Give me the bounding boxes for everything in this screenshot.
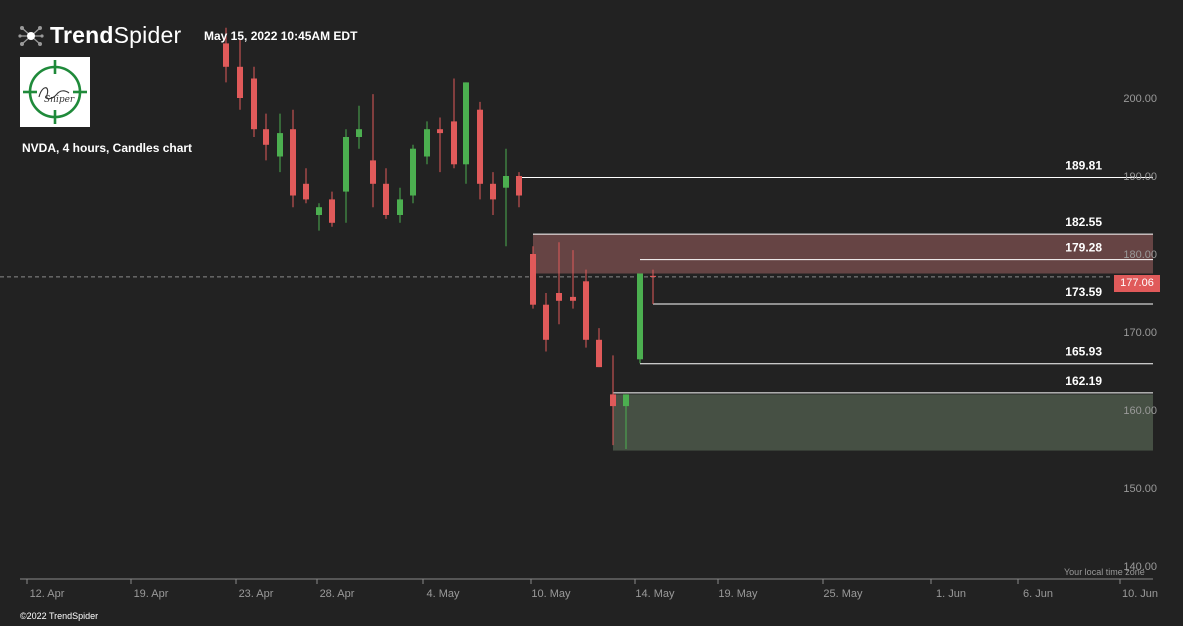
x-tick-label: 6. Jun bbox=[1023, 588, 1053, 600]
candle-body[interactable] bbox=[637, 273, 643, 360]
candle-body[interactable] bbox=[570, 296, 576, 301]
candle-body[interactable] bbox=[223, 43, 229, 67]
candle-body[interactable] bbox=[251, 78, 257, 130]
candle-body[interactable] bbox=[237, 66, 243, 98]
resistance-zone bbox=[533, 234, 1153, 274]
support-zone bbox=[613, 394, 1153, 451]
candle-body[interactable] bbox=[623, 394, 629, 407]
candle-body[interactable] bbox=[290, 129, 296, 196]
trendspider-logo-icon bbox=[18, 25, 44, 46]
candle-body[interactable] bbox=[370, 160, 376, 184]
x-tick-label: 4. May bbox=[426, 588, 460, 600]
chart-title: NVDA, 4 hours, Candles chart bbox=[22, 141, 193, 155]
brand-header: TrendSpider bbox=[18, 22, 181, 49]
level-label: 182.55 bbox=[1065, 215, 1102, 229]
level-label: 173.59 bbox=[1065, 285, 1102, 299]
x-tick-label: 1. Jun bbox=[936, 588, 966, 600]
chart-timestamp: May 15, 2022 10:45AM EDT bbox=[204, 29, 358, 43]
candle-body[interactable] bbox=[610, 394, 616, 407]
candle-body[interactable] bbox=[277, 133, 283, 157]
candle-body[interactable] bbox=[397, 199, 403, 215]
candle-body[interactable] bbox=[329, 199, 335, 223]
candle-body[interactable] bbox=[503, 176, 509, 188]
x-tick-label: 19. May bbox=[718, 588, 758, 600]
candle-body[interactable] bbox=[343, 137, 349, 192]
x-tick-label: 10. Jun bbox=[1122, 588, 1158, 600]
sniper-logo: Sniper bbox=[20, 57, 90, 127]
y-tick-label: 160.00 bbox=[1123, 405, 1157, 417]
candle-body[interactable] bbox=[410, 148, 416, 196]
candle-body[interactable] bbox=[463, 82, 469, 165]
level-label: 165.93 bbox=[1065, 345, 1102, 359]
level-label: 162.19 bbox=[1065, 374, 1102, 388]
x-tick-label: 28. Apr bbox=[320, 588, 355, 600]
y-tick-label: 180.00 bbox=[1123, 249, 1157, 261]
logo-signature: Sniper bbox=[44, 95, 75, 105]
candle-body[interactable] bbox=[556, 293, 562, 301]
candle-body[interactable] bbox=[316, 207, 322, 215]
x-tick-label: 12. Apr bbox=[30, 588, 65, 600]
y-tick-label: 190.00 bbox=[1123, 171, 1157, 183]
candle-body[interactable] bbox=[516, 176, 522, 196]
x-tick-label: 10. May bbox=[531, 588, 571, 600]
timezone-label: Your local time zone bbox=[1064, 567, 1145, 577]
copyright-text: ©2022 TrendSpider bbox=[20, 611, 99, 621]
candle-body[interactable] bbox=[650, 275, 656, 277]
candle-body[interactable] bbox=[477, 109, 483, 184]
brand-name-light: Spider bbox=[113, 22, 182, 48]
x-tick-label: 14. May bbox=[635, 588, 675, 600]
candle-body[interactable] bbox=[530, 254, 536, 305]
y-tick-label: 140.00 bbox=[1123, 561, 1157, 573]
level-label: 179.28 bbox=[1065, 241, 1102, 255]
candle-body[interactable] bbox=[383, 183, 389, 215]
candle-body[interactable] bbox=[303, 183, 309, 200]
crosshair-target-icon: Sniper bbox=[23, 60, 87, 124]
y-tick-label: 150.00 bbox=[1123, 483, 1157, 495]
brand-name: TrendSpider bbox=[50, 22, 181, 49]
candle-body[interactable] bbox=[583, 281, 589, 340]
candle-body[interactable] bbox=[490, 183, 496, 200]
brand-name-bold: Trend bbox=[50, 22, 114, 48]
candle-body[interactable] bbox=[596, 339, 602, 368]
candle-body[interactable] bbox=[356, 129, 362, 137]
x-tick-label: 25. May bbox=[823, 588, 863, 600]
candle-body[interactable] bbox=[424, 129, 430, 157]
candle-body[interactable] bbox=[451, 121, 457, 165]
candle-body[interactable] bbox=[263, 129, 269, 145]
y-tick-label: 170.00 bbox=[1123, 327, 1157, 339]
y-tick-label: 200.00 bbox=[1123, 93, 1157, 105]
candle-body[interactable] bbox=[543, 304, 549, 340]
x-tick-label: 19. Apr bbox=[134, 588, 169, 600]
level-label: 189.81 bbox=[1065, 158, 1102, 172]
candle-body[interactable] bbox=[437, 129, 443, 134]
current-price-tag: 177.06 bbox=[1114, 275, 1160, 292]
x-tick-label: 23. Apr bbox=[239, 588, 274, 600]
